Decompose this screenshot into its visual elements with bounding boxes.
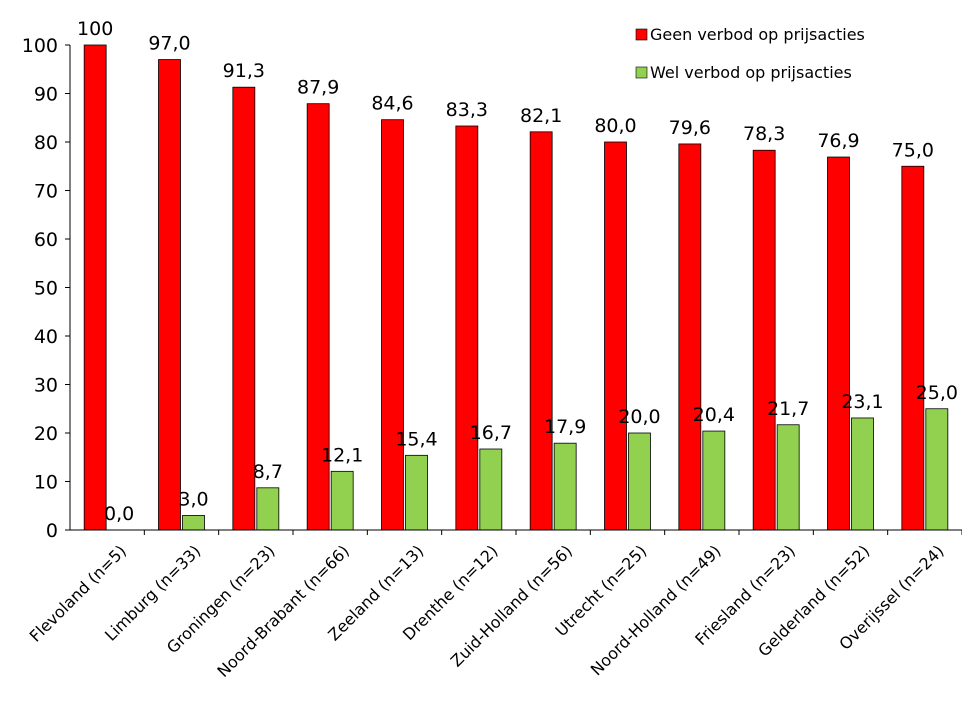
y-tick-label: 60	[34, 229, 58, 251]
data-label: 15,4	[395, 428, 437, 450]
x-category-label: Zuid-Holland (n=56)	[447, 541, 576, 670]
y-tick-label: 40	[34, 326, 58, 348]
data-label: 80,0	[594, 115, 636, 137]
data-label: 78,3	[743, 123, 785, 145]
bar-wel-verbod	[851, 417, 874, 531]
y-tick-label: 20	[34, 423, 58, 445]
legend-label: Wel verbod op prijsacties	[650, 63, 852, 82]
data-label: 100	[77, 18, 113, 40]
data-label: 20,4	[693, 404, 735, 426]
y-tick-label: 50	[34, 278, 58, 300]
bar-geen-verbod	[381, 119, 404, 531]
legend-label: Geen verbod op prijsacties	[650, 25, 865, 44]
y-tick-label: 70	[34, 181, 58, 203]
data-label: 12,1	[321, 444, 363, 466]
data-label: 23,1	[841, 391, 883, 413]
data-label: 21,7	[767, 398, 809, 420]
data-label: 8,7	[253, 461, 283, 483]
bar-wel-verbod	[479, 448, 503, 531]
bar-geen-verbod	[158, 59, 181, 531]
data-label: 83,3	[446, 99, 488, 121]
x-category-label: Noord-Holland (n=49)	[587, 541, 725, 679]
bar-wel-verbod	[628, 432, 651, 531]
bar-wel-verbod	[925, 408, 949, 531]
y-tick-label: 30	[34, 375, 58, 397]
bar-wel-verbod	[330, 470, 354, 531]
y-tick-label: 100	[22, 35, 58, 57]
data-label: 17,9	[544, 416, 586, 438]
bars	[83, 44, 949, 531]
bar-wel-verbod	[553, 442, 577, 531]
data-label: 75,0	[892, 139, 934, 161]
bar-wel-verbod	[776, 424, 800, 531]
data-label: 76,9	[817, 130, 859, 152]
bar-geen-verbod	[827, 156, 850, 531]
legend-swatch	[635, 28, 648, 41]
data-label: 87,9	[297, 77, 339, 99]
data-label: 84,6	[371, 93, 413, 115]
bar-geen-verbod	[83, 44, 107, 531]
y-tick-label: 10	[34, 472, 58, 494]
data-label: 16,7	[470, 422, 512, 444]
legend: Geen verbod op prijsacties Wel verbod op …	[635, 25, 865, 82]
y-tick-label: 90	[34, 84, 58, 106]
data-label: 79,6	[669, 117, 711, 139]
x-category-label: Noord-Brabant (n=66)	[213, 541, 353, 681]
legend-swatch	[635, 66, 648, 79]
data-label: 20,0	[618, 406, 660, 428]
data-label: 0,0	[104, 503, 134, 525]
y-tick-label: 80	[34, 132, 58, 154]
bar-geen-verbod	[232, 86, 256, 531]
data-label: 3,0	[178, 488, 208, 510]
bar-geen-verbod	[752, 149, 776, 531]
y-axis: 0 10 20 30 40 50 60 70 80 90 100	[22, 35, 71, 542]
bar-geen-verbod	[678, 143, 702, 531]
y-tick-label: 0	[46, 520, 58, 542]
data-labels: 100 0,0 97,0 3,0 91,3 8,7 87,9 12,1 84,6 15,4 83,3…	[77, 18, 958, 525]
bar-wel-verbod	[182, 515, 205, 531]
bar-geen-verbod	[455, 125, 479, 531]
bar-wel-verbod	[702, 430, 726, 531]
data-label: 25,0	[916, 382, 958, 404]
data-label: 97,0	[148, 33, 190, 55]
data-label: 82,1	[520, 105, 562, 127]
data-label: 91,3	[223, 60, 265, 82]
bar-geen-verbod	[604, 141, 627, 531]
bar-wel-verbod	[405, 454, 428, 531]
bar-geen-verbod	[529, 131, 553, 531]
x-axis: Flevoland (n=5)Limburg (n=33)Groningen (…	[26, 529, 962, 681]
bar-geen-verbod	[901, 165, 925, 531]
bar-wel-verbod	[256, 487, 280, 531]
